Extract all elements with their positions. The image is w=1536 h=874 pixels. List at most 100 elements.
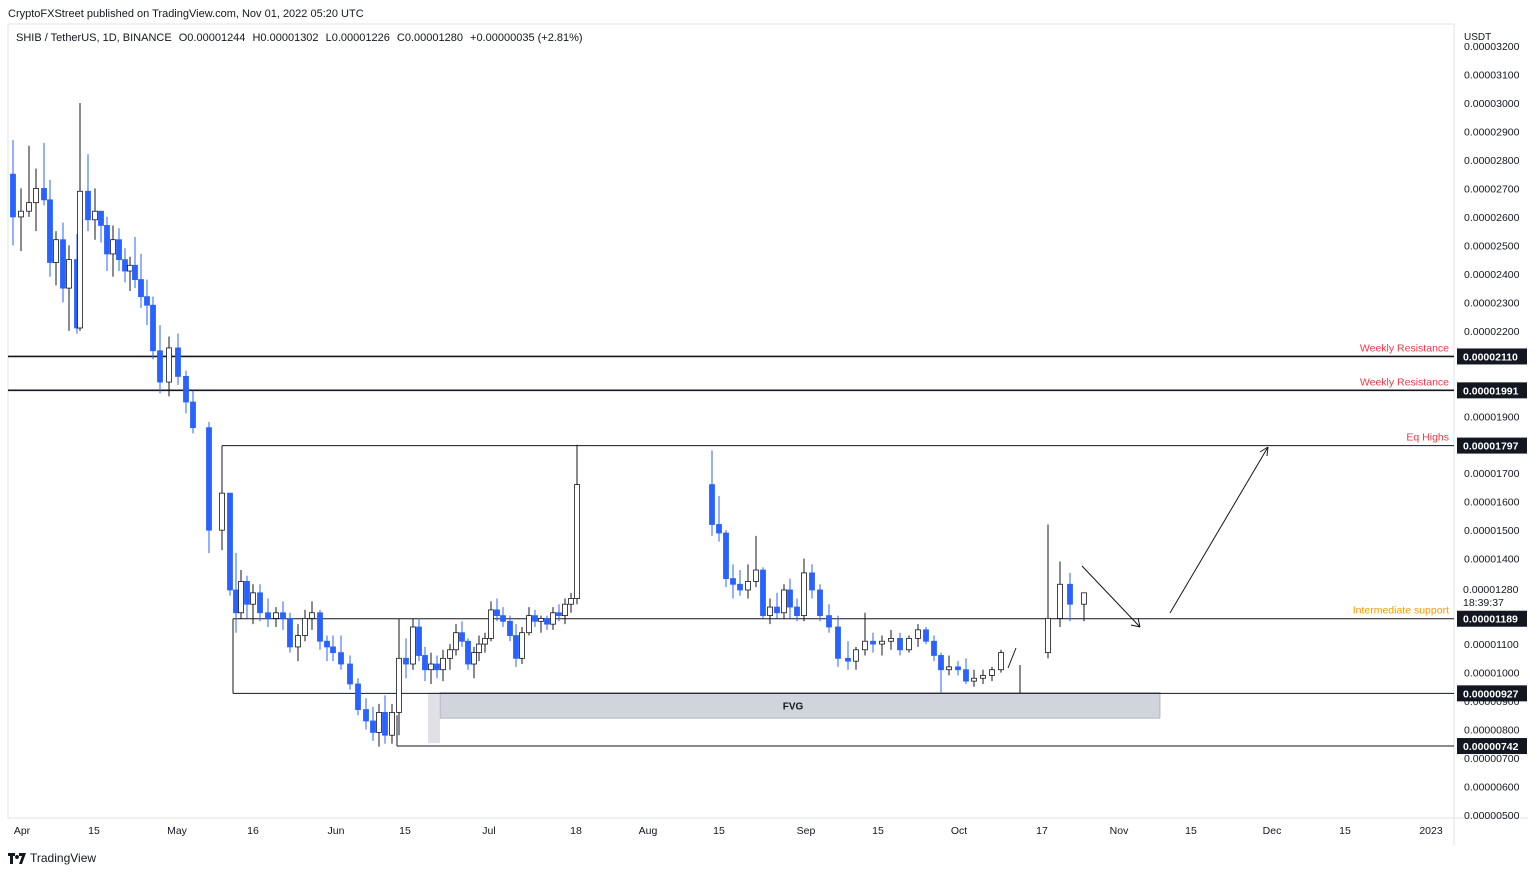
candle-body [737,583,743,591]
candle-body [550,612,556,625]
projection-arrowhead [1259,446,1269,457]
candle-body [122,259,128,272]
change-value: +0.00000035 (+2.81%) [470,32,583,44]
candle-body [906,637,912,651]
pullback-arrow [1081,565,1141,628]
candle-body [716,524,722,534]
x-tick-label: Dec [1263,825,1282,837]
y-tick-label: 0.00002200 [1464,326,1520,338]
tradingview-brand: TradingView [30,851,97,865]
level-price-label: 0.00001797 [1463,441,1519,453]
candle-body [447,649,453,659]
x-tick-label: Nov [1110,825,1129,837]
candle-body [26,202,32,212]
candle-body [453,632,459,651]
y-tick-label: 0.00002900 [1464,126,1520,138]
level-price-label: 0.00000927 [1463,688,1519,700]
candle-body [347,663,353,685]
candle-body [244,581,250,605]
x-tick-label: Jul [482,825,495,837]
candle-body [526,615,532,634]
x-tick-label: 17 [1036,825,1048,837]
x-tick-label: Jun [328,825,345,837]
candle-body [330,646,336,654]
last-price-label: 0.00001280 [1463,584,1519,596]
x-tick-label: 15 [1339,825,1351,837]
candle-body [709,484,715,525]
candle-body [166,347,172,383]
candle-body [897,637,903,651]
x-tick-label: Aug [639,825,658,837]
fvg-zone: FVG [428,692,1161,744]
candle-body [538,618,544,622]
y-tick-label: 0.00002800 [1464,155,1520,167]
candle-body [233,589,239,614]
candle-body [47,199,53,263]
high-value: H0.00001302 [252,32,319,44]
candle-body [370,720,376,733]
candle-body [938,655,944,671]
candle-body [309,612,315,619]
x-tick-label: May [167,825,188,837]
x-tick-label: 15 [399,825,411,837]
candle-body [60,239,66,289]
y-tick-label: 0.00001700 [1464,468,1520,480]
candle-body [519,632,525,659]
level-label: Weekly Resistance [1360,376,1449,388]
candle-body [980,675,986,679]
fvg-box-tail [428,692,440,744]
projection-arrow [1169,446,1269,614]
candle-body [801,572,807,617]
candle-body [971,677,977,682]
fvg-label: FVG [783,701,804,712]
candle-body [853,649,859,662]
candle-body [835,626,841,659]
candle-body [33,188,39,204]
candle-body [403,657,409,665]
y-tick-label: 0.00001900 [1464,411,1520,423]
x-tick-label: Oct [951,825,967,837]
axis-currency: USDT [1464,32,1491,43]
candle-body [753,569,759,582]
candle-body [767,606,773,617]
candle-body [287,618,293,648]
pullback-arrowhead [1130,617,1141,628]
candle-body [845,657,851,662]
level-price-label: 0.00001189 [1463,614,1518,626]
symbol-label: SHIB / TetherUS, 1D, BINANCE [16,32,172,44]
candle-body [574,484,580,599]
time-axis[interactable]: Apr 15 May 16 Jun 15 Jul 18 Aug 15 Sep 15 Oct 17 Nov 15… [14,825,1443,837]
candle-body [915,629,921,639]
candle-body [428,663,434,671]
candle-body [98,210,104,226]
small-arrow [1007,647,1017,669]
candle-body [471,652,477,665]
candle-body [440,657,446,671]
candle-body [888,637,894,642]
candle-body [382,712,388,736]
y-tick-label: 0.00001100 [1464,639,1519,651]
tradingview-logo[interactable]: TradingView [8,851,96,865]
candle-body [238,581,244,614]
candle-body [219,492,225,531]
candle-body [265,612,271,619]
candle-body [363,709,369,722]
candle-body [144,296,150,306]
level-label: Weekly Resistance [1360,342,1449,354]
candle-body [257,592,263,614]
candle-body [324,640,330,648]
candle-body [1045,618,1051,654]
x-tick-label: 16 [247,825,259,837]
low-value: L0.00001226 [325,32,390,44]
drawings [1007,446,1269,693]
candle-body [923,629,929,642]
x-tick-label: 15 [88,825,100,837]
candle-body [422,655,428,671]
candle-body [476,643,482,654]
y-tick-label: 0.00001400 [1464,554,1520,566]
candle-body [809,572,815,591]
level-label: Intermediate support [1353,605,1449,617]
candle-body [41,188,47,201]
